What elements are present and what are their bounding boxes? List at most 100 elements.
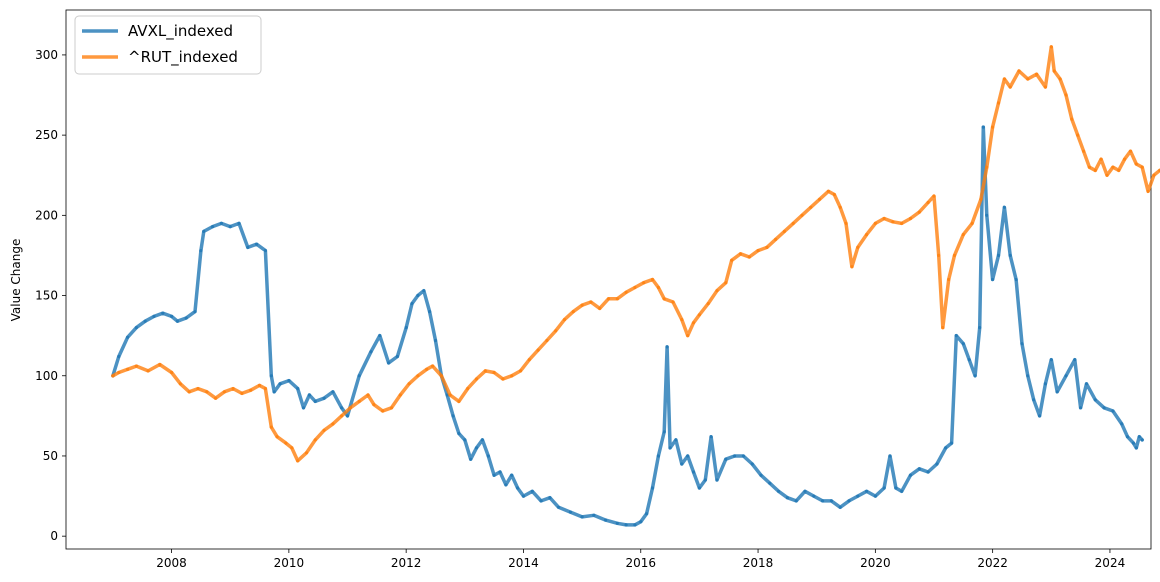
data-point (199, 249, 203, 253)
y-axis-label: Value Change (9, 239, 23, 322)
data-point (431, 364, 435, 368)
legend: AVXL_indexed ^RUT_indexed (74, 15, 262, 75)
data-point (1026, 374, 1030, 378)
data-point (615, 297, 619, 301)
data-point (231, 387, 235, 391)
data-point (257, 383, 262, 387)
data-point (639, 520, 643, 524)
data-point (395, 354, 399, 359)
data-point (416, 374, 420, 378)
data-point (674, 438, 678, 442)
series-line (111, 45, 1160, 463)
y-tick-label: 200 (35, 208, 58, 222)
data-point (492, 473, 496, 477)
data-point (562, 318, 567, 322)
data-point (809, 205, 813, 209)
data-point (826, 189, 831, 193)
series-0 (111, 125, 1144, 527)
data-point (111, 374, 115, 378)
data-point (624, 290, 628, 294)
data-point (433, 338, 438, 343)
data-point (1099, 157, 1103, 161)
data-point (738, 252, 743, 256)
data-point (510, 374, 514, 378)
data-point (1064, 93, 1068, 97)
data-point (733, 454, 737, 458)
data-point (1082, 149, 1086, 153)
data-point (838, 505, 842, 509)
data-point (668, 446, 672, 450)
data-point (474, 377, 479, 381)
data-point (313, 399, 317, 403)
data-point (996, 101, 1001, 105)
data-point (580, 515, 584, 519)
data-point (152, 314, 156, 318)
data-point (331, 422, 335, 426)
data-point (301, 406, 306, 410)
data-point (296, 387, 300, 391)
data-point (398, 393, 402, 397)
legend-frame (74, 15, 262, 75)
data-point (1131, 441, 1135, 445)
data-point (873, 494, 878, 498)
data-point (1128, 149, 1133, 153)
data-point (1038, 414, 1042, 418)
data-point (950, 441, 954, 445)
data-point (800, 213, 804, 217)
data-point (196, 387, 200, 391)
data-point (307, 393, 311, 397)
data-point (1073, 358, 1077, 362)
data-point (1020, 342, 1024, 346)
data-point (126, 335, 130, 339)
data-point (952, 253, 957, 257)
data-point (381, 409, 385, 413)
data-point (516, 486, 520, 490)
data-point (237, 221, 241, 225)
data-point (249, 388, 253, 392)
data-point (724, 281, 728, 285)
plot-area (65, 9, 1152, 550)
data-point (985, 165, 989, 169)
data-point (1076, 133, 1080, 137)
data-point (1052, 69, 1056, 73)
data-point (832, 192, 836, 197)
data-point (850, 265, 854, 269)
data-point (126, 367, 130, 371)
x-tick-label: 2020 (860, 556, 891, 570)
data-point (709, 435, 713, 439)
data-point (1093, 168, 1097, 172)
data-point (803, 489, 807, 493)
data-point (829, 499, 834, 503)
data-point (340, 414, 344, 418)
data-point (935, 462, 939, 466)
data-point (1137, 435, 1141, 439)
data-point (1055, 390, 1059, 394)
data-point (1049, 45, 1053, 49)
data-point (255, 242, 259, 246)
data-point (697, 486, 702, 490)
data-point (917, 210, 921, 214)
data-point (838, 205, 842, 209)
data-point (387, 361, 391, 365)
data-point (1017, 69, 1021, 73)
data-point (193, 310, 197, 314)
data-point (404, 326, 408, 330)
data-point (844, 221, 848, 225)
data-point (1134, 162, 1138, 166)
data-point (894, 486, 898, 490)
data-point (322, 428, 326, 432)
y-tick-label: 100 (35, 369, 58, 383)
data-point (1043, 85, 1047, 89)
data-point (650, 486, 655, 490)
data-point (865, 233, 869, 237)
data-point (457, 431, 461, 436)
data-point (785, 496, 790, 500)
data-point (794, 499, 798, 503)
data-point (961, 233, 965, 237)
data-point (606, 297, 611, 301)
data-point (691, 321, 696, 325)
data-point (941, 326, 945, 330)
data-point (451, 414, 455, 418)
data-point (304, 451, 309, 455)
data-point (888, 454, 892, 458)
